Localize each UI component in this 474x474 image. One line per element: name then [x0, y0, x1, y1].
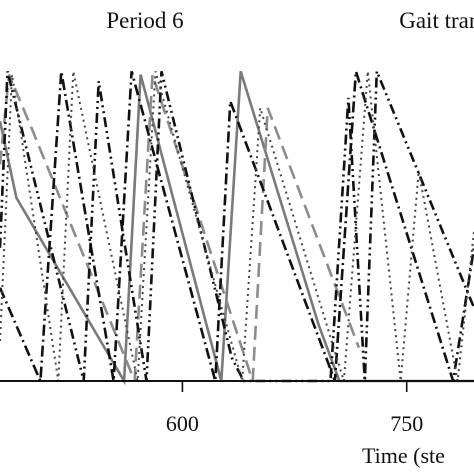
series-line-dashdot — [0, 70, 474, 382]
annotation-period: Period 6 — [106, 8, 183, 33]
x-ticks: 600 750 — [166, 381, 423, 436]
x-tick-label: 750 — [390, 411, 423, 436]
x-tick-label: 600 — [166, 411, 199, 436]
x-axis-title: Time (ste — [362, 443, 445, 468]
series-group — [0, 70, 474, 386]
annotation-gait-transition: Gait transitio — [399, 8, 474, 33]
annotation-group: Period 6 Gait transitio — [106, 8, 474, 33]
series-line-dashed — [0, 74, 361, 382]
